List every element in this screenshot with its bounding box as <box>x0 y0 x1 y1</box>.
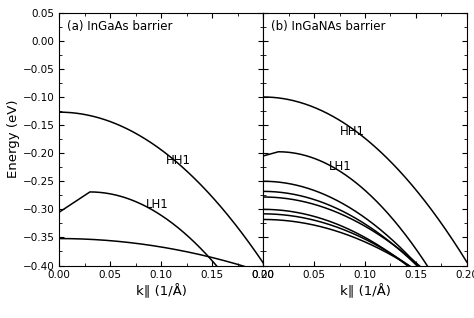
Text: LH1: LH1 <box>329 160 352 173</box>
Text: HH1: HH1 <box>339 125 365 138</box>
Text: LH1: LH1 <box>146 198 169 211</box>
Text: HH1: HH1 <box>166 155 191 167</box>
X-axis label: k∥ (1/Å): k∥ (1/Å) <box>136 283 187 298</box>
Text: (a) InGaAs barrier: (a) InGaAs barrier <box>67 20 173 33</box>
X-axis label: k∥ (1/Å): k∥ (1/Å) <box>339 283 391 298</box>
Text: (b) InGaNAs barrier: (b) InGaNAs barrier <box>271 20 386 33</box>
Y-axis label: Energy (eV): Energy (eV) <box>7 100 20 178</box>
